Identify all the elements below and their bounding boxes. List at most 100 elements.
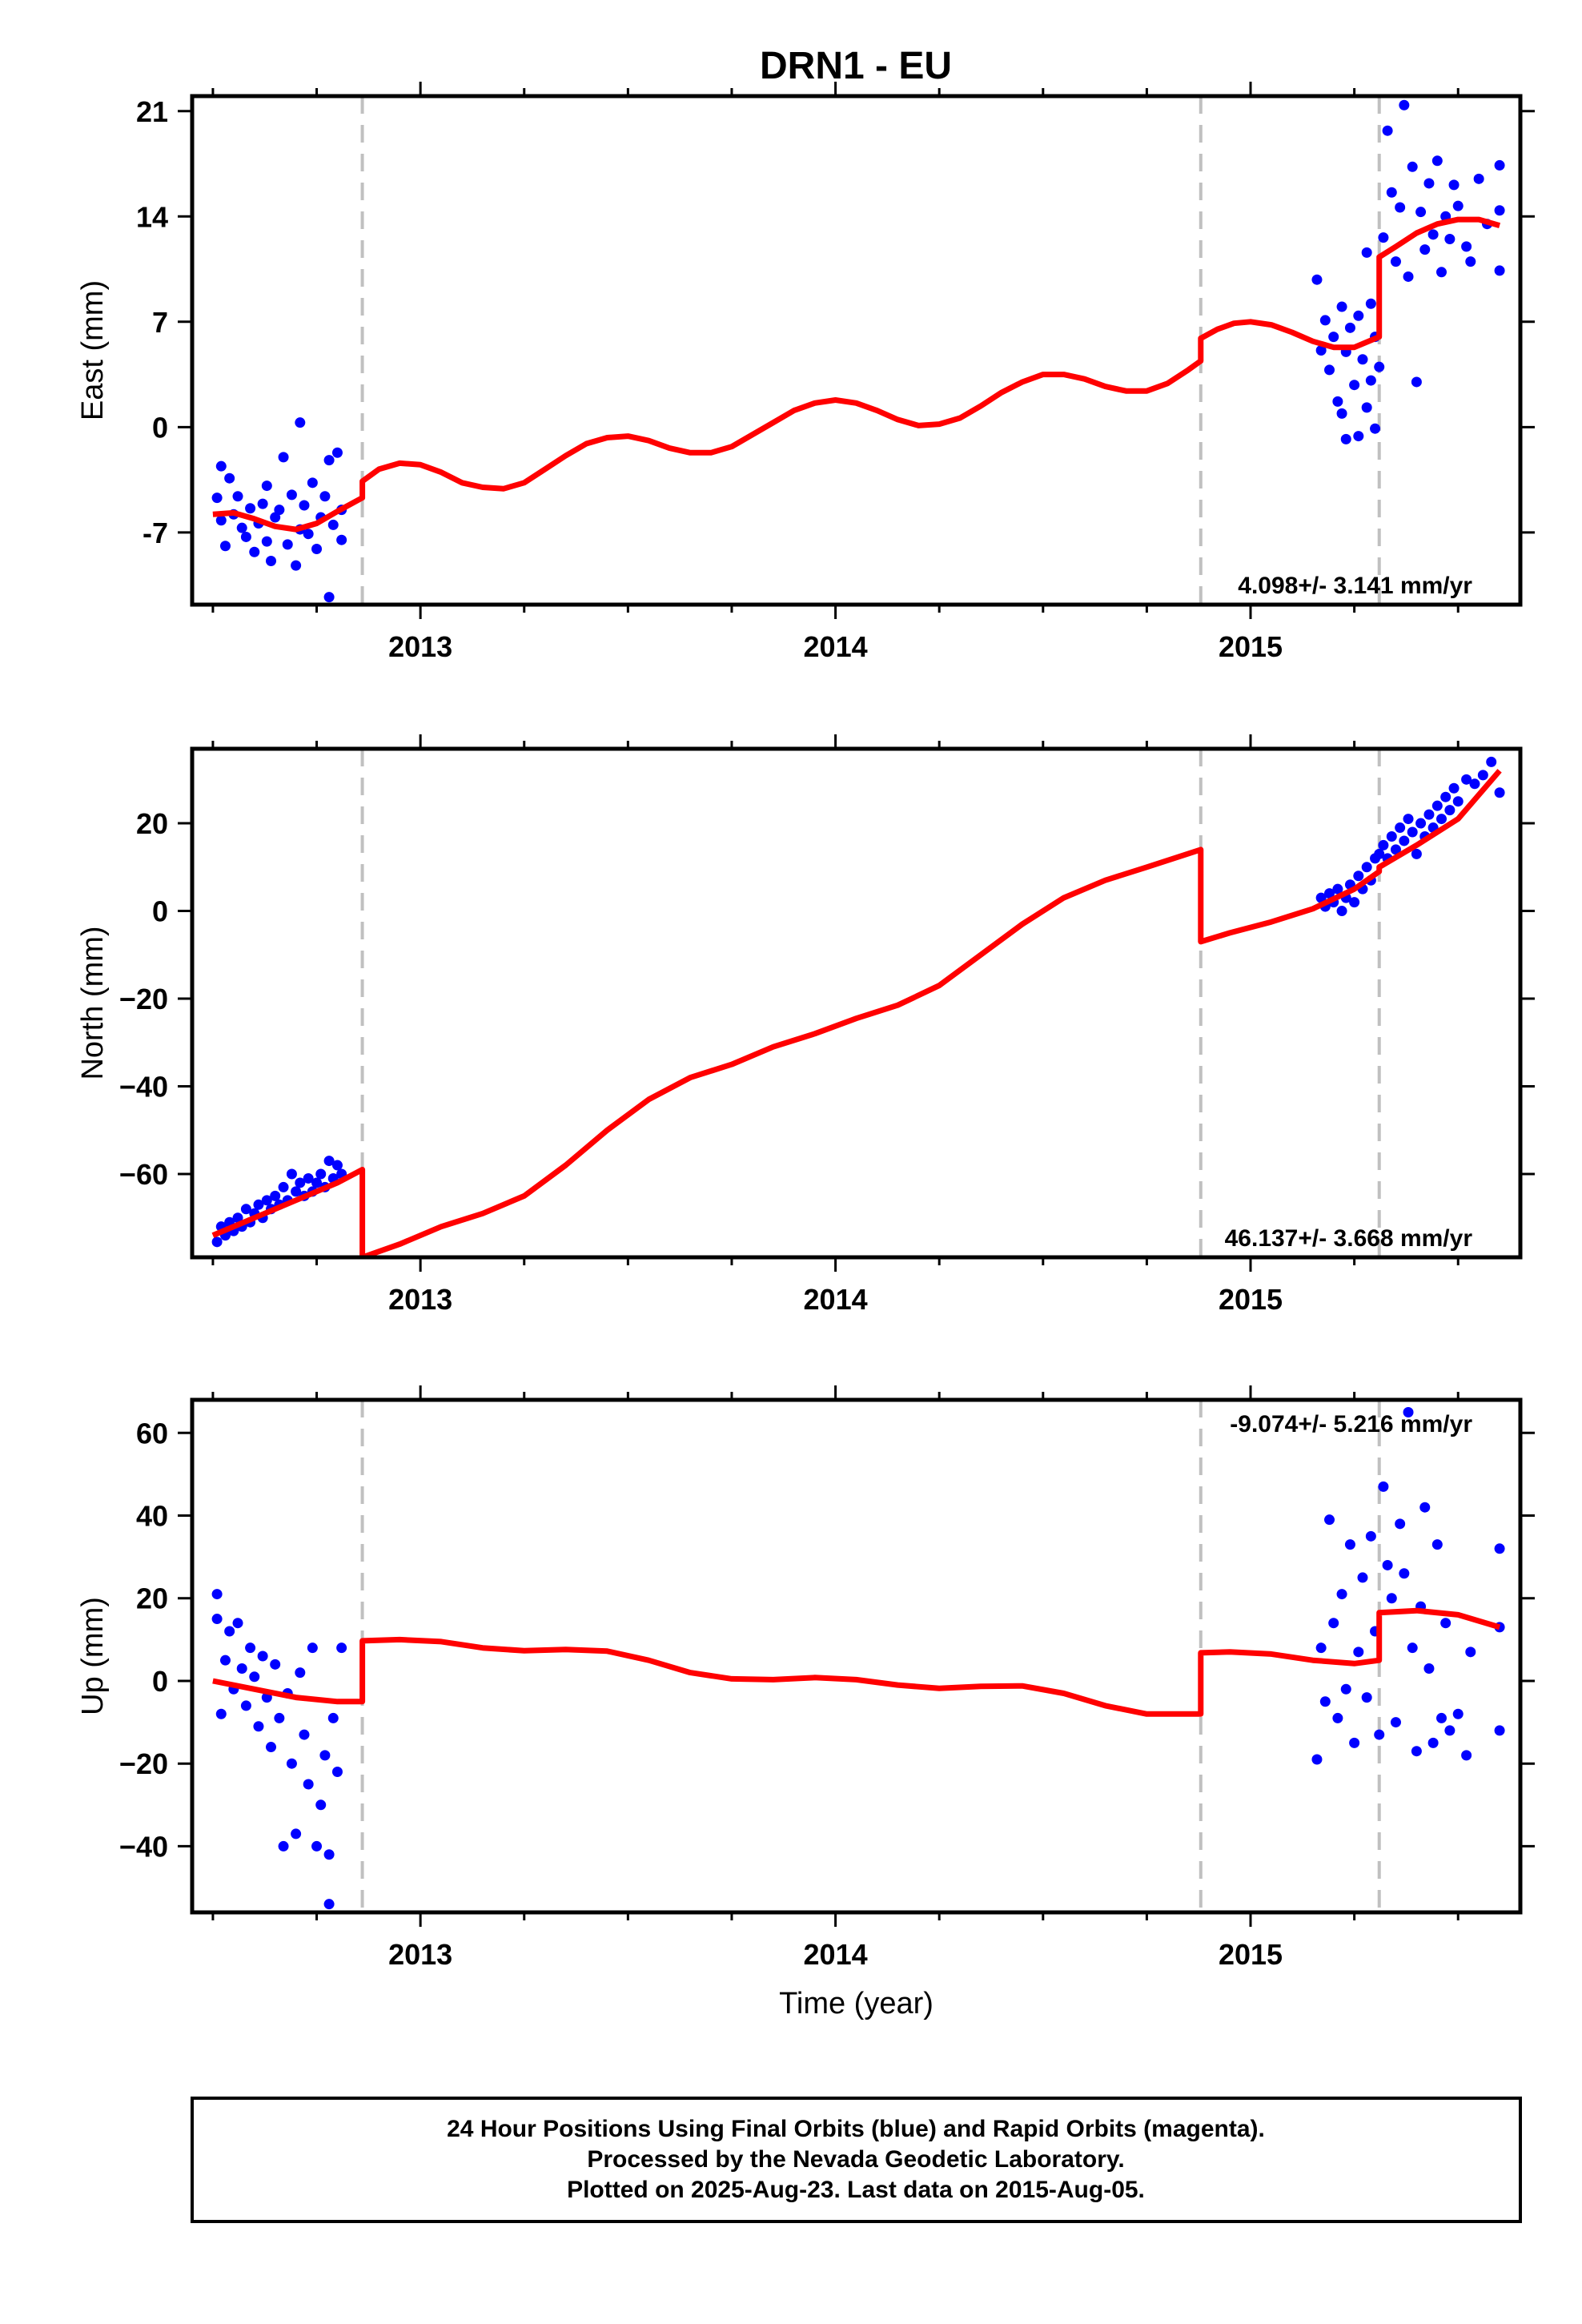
- data-point: [224, 1626, 235, 1637]
- data-point: [295, 417, 306, 428]
- x-tick-label: 2013: [388, 1283, 452, 1316]
- data-point: [215, 460, 227, 472]
- data-point: [1386, 830, 1397, 842]
- y-tick-label: 21: [136, 95, 168, 128]
- y-tick-label: 20: [136, 807, 168, 840]
- data-point: [245, 1642, 256, 1654]
- data-point: [1427, 229, 1439, 240]
- data-point: [311, 543, 323, 554]
- data-point: [1365, 298, 1376, 309]
- x-tick-label: 2014: [804, 630, 868, 663]
- data-point: [1419, 244, 1431, 255]
- data-point: [1336, 301, 1347, 312]
- data-point: [1423, 809, 1435, 820]
- data-point: [257, 1651, 268, 1662]
- data-point: [1374, 848, 1385, 859]
- data-point: [253, 1721, 264, 1732]
- data-point: [1494, 1543, 1505, 1554]
- data-point: [1324, 364, 1335, 376]
- x-axis-label: Time (year): [779, 1987, 934, 2020]
- data-point: [1452, 200, 1464, 211]
- data-point: [1399, 1568, 1410, 1579]
- data-point: [1403, 271, 1414, 282]
- data-point: [1395, 202, 1406, 213]
- data-point: [1315, 345, 1327, 356]
- data-point: [232, 1618, 243, 1629]
- data-point: [224, 472, 235, 484]
- data-point: [1444, 805, 1456, 816]
- data-point: [1411, 1746, 1422, 1757]
- data-point: [295, 1667, 306, 1679]
- data-point: [1319, 315, 1331, 326]
- data-point: [303, 1172, 314, 1184]
- data-point: [1407, 161, 1418, 172]
- model-line: [212, 1607, 1501, 1717]
- data-point: [1477, 770, 1488, 781]
- data-point: [1395, 1518, 1406, 1530]
- data-point: [270, 1190, 281, 1201]
- data-point: [1486, 756, 1497, 767]
- data-point: [1494, 1725, 1505, 1736]
- y-tick-label: −60: [119, 1158, 168, 1191]
- rate-label: -9.074+/- 5.216 mm/yr: [1230, 1411, 1472, 1437]
- data-point: [211, 1589, 223, 1600]
- data-point: [1365, 1530, 1376, 1542]
- data-point: [211, 1236, 223, 1248]
- data-point: [236, 522, 247, 533]
- data-point: [331, 447, 343, 458]
- data-point: [1452, 796, 1464, 807]
- data-point: [1494, 265, 1505, 276]
- data-point: [1340, 1683, 1351, 1695]
- footer-line-2: Processed by the Nevada Geodetic Laborat…: [587, 2146, 1124, 2173]
- data-point: [315, 1168, 327, 1180]
- panel-2: 2013 2014 2015 −60 −40 −20 0 20 North (mm) 46.137…: [76, 734, 1535, 1316]
- rate-label: 4.098+/- 3.141 mm/yr: [1238, 573, 1472, 599]
- data-point: [1324, 1514, 1335, 1526]
- data-point: [307, 1642, 318, 1654]
- data-point: [236, 1663, 247, 1674]
- data-point: [261, 1195, 272, 1206]
- data-point: [1361, 1692, 1372, 1703]
- data-point: [1419, 1502, 1431, 1513]
- data-point: [1349, 380, 1360, 391]
- data-point: [1374, 1729, 1385, 1740]
- data-point: [1494, 205, 1505, 216]
- x-tick-label: 2015: [1219, 630, 1283, 663]
- data-point: [311, 1840, 323, 1852]
- data-point: [219, 1655, 231, 1666]
- y-tick-label: -7: [143, 517, 168, 549]
- data-point: [249, 1671, 260, 1683]
- data-point: [1349, 897, 1360, 908]
- data-point: [1407, 826, 1418, 838]
- data-point: [1378, 1481, 1389, 1492]
- data-point: [1382, 1559, 1393, 1570]
- data-point: [291, 560, 302, 571]
- data-point: [278, 452, 289, 463]
- data-point: [1395, 822, 1406, 834]
- data-point: [1344, 322, 1355, 333]
- data-point: [1332, 396, 1343, 407]
- plot-area: [211, 749, 1505, 1257]
- model-line: [211, 769, 1502, 1257]
- data-point: [1444, 233, 1456, 244]
- data-point: [1353, 310, 1364, 321]
- data-point: [1461, 241, 1472, 252]
- rate-label: 46.137+/- 3.668 mm/yr: [1225, 1225, 1473, 1252]
- data-point: [1390, 844, 1401, 855]
- data-point: [1390, 1717, 1401, 1728]
- y-axis-label: East (mm): [76, 280, 110, 420]
- data-point: [1328, 1618, 1339, 1629]
- model-line: [212, 216, 1501, 533]
- data-point: [331, 1767, 343, 1778]
- data-point: [315, 1799, 327, 1811]
- data-point: [299, 500, 310, 511]
- data-point: [1448, 782, 1460, 794]
- data-point: [286, 1758, 297, 1769]
- data-point: [1332, 1712, 1343, 1723]
- data-point: [1361, 862, 1372, 873]
- data-point: [1336, 408, 1347, 419]
- data-point: [336, 1642, 347, 1654]
- data-point: [307, 477, 318, 489]
- data-point: [327, 1712, 339, 1723]
- data-point: [1386, 1593, 1397, 1604]
